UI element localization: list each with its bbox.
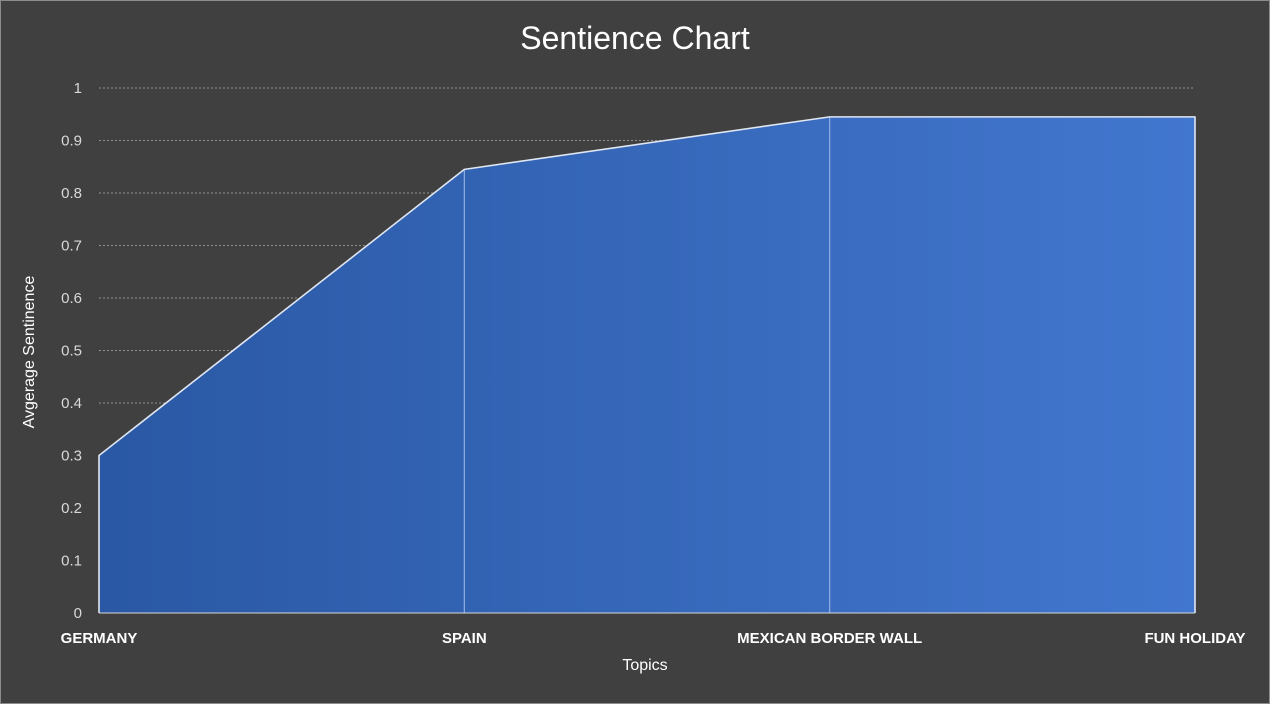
y-axis-title: Avgerage Sentinence	[21, 275, 38, 429]
y-tick-label: 0.4	[61, 395, 82, 412]
x-axis-ticks: GERMANY SPAIN MEXICAN BORDER WALL FUN HOLID…	[61, 630, 1246, 647]
y-tick-label: 0	[74, 605, 82, 622]
y-tick-label: 0.9	[61, 133, 82, 150]
area-outline	[98, 116, 1196, 613]
y-tick-label: 0.2	[61, 500, 82, 517]
y-tick-label: 0.8	[61, 185, 82, 202]
area-fill	[99, 116, 1195, 613]
y-tick-label: 0.1	[61, 553, 82, 570]
y-tick-label: 1	[74, 80, 82, 97]
x-tick-label: MEXICAN BORDER WALL	[737, 630, 922, 647]
x-tick-label: SPAIN	[442, 630, 487, 647]
x-axis-title: Topics	[622, 657, 668, 674]
y-tick-label: 0.7	[61, 238, 82, 255]
x-tick-label: GERMANY	[61, 630, 138, 647]
y-tick-label: 0.3	[61, 448, 82, 465]
x-tick-label: FUN HOLIDAY	[1144, 630, 1245, 647]
chart-title: Sentience Chart	[520, 20, 750, 56]
y-axis-ticks: 0 0.1 0.2 0.3 0.4 0.5 0.6 0.7 0.8 0.9 1	[61, 80, 82, 622]
y-tick-label: 0.6	[61, 290, 82, 307]
area-series	[98, 116, 1196, 614]
y-tick-label: 0.5	[61, 343, 82, 360]
